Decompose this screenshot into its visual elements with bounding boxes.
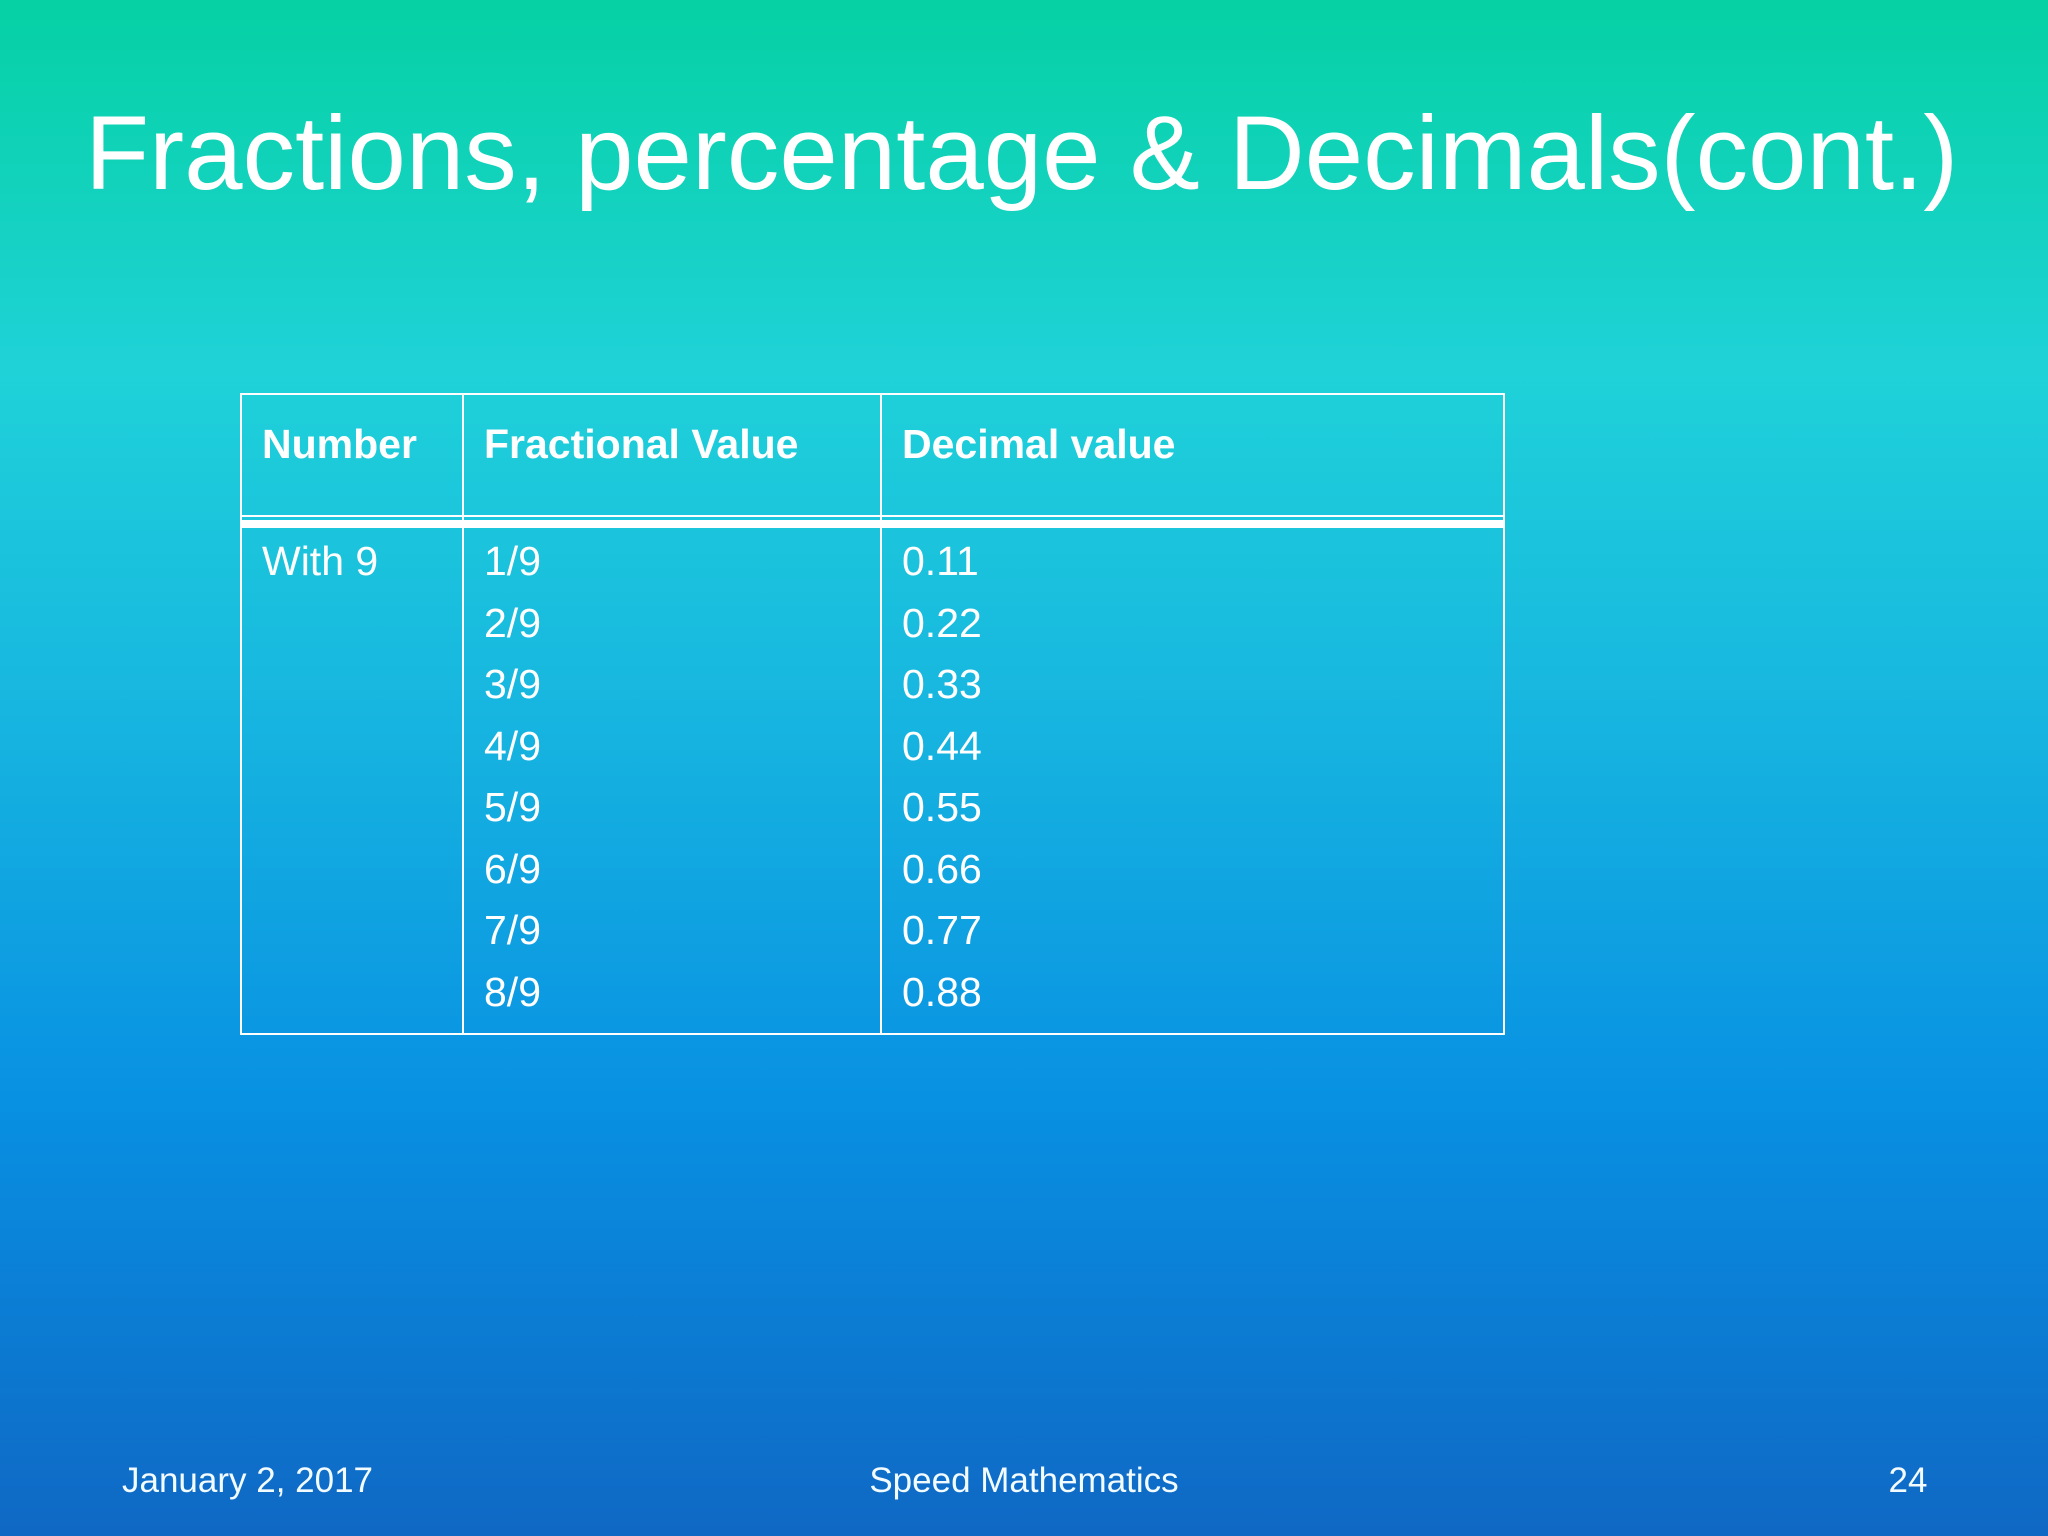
fractions-table-container: Number Fractional Value Decimal value Wi…	[240, 393, 1505, 1035]
header-cell-fractional-value: Fractional Value	[462, 393, 882, 517]
cell-fractional-values: 1/9 2/9 3/9 4/9 5/9 6/9 7/9 8/9	[462, 515, 882, 1035]
cell-number-label: With 9	[240, 515, 464, 1035]
fractions-table: Number Fractional Value Decimal value Wi…	[240, 393, 1505, 1035]
cell-decimal-values: 0.11 0.22 0.33 0.44 0.55 0.66 0.77 0.88	[880, 515, 1505, 1035]
footer-page-number: 24	[1888, 1461, 1928, 1500]
header-cell-decimal-value: Decimal value	[880, 393, 1505, 517]
table-header-row: Number Fractional Value Decimal value	[240, 393, 1505, 517]
slide-title: Fractions, percentage & Decimals(cont.)	[85, 95, 1959, 212]
footer-deck-title: Speed Mathematics	[869, 1461, 1179, 1500]
header-cell-number: Number	[240, 393, 464, 517]
table-body-row: With 9 1/9 2/9 3/9 4/9 5/9 6/9 7/9 8/9 0…	[240, 515, 1505, 1035]
header-divider-rule	[240, 520, 1503, 528]
footer-date: January 2, 2017	[122, 1461, 374, 1500]
